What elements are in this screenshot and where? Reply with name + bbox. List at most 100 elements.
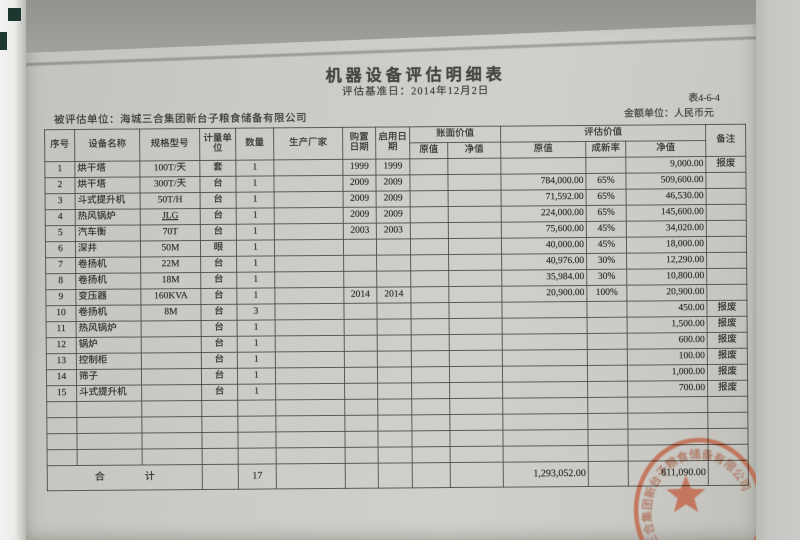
cell-qty: 1: [235, 175, 275, 193]
cell-bo: [410, 222, 449, 239]
cell-name: 锅炉: [76, 336, 142, 354]
cell-qty: 1: [236, 207, 275, 225]
cell-model: 70T: [140, 224, 201, 241]
col-qty: 数量: [235, 127, 274, 161]
cell-unit: 台: [199, 176, 237, 193]
cell-eo: 784,000.00: [500, 173, 587, 191]
cell-name: 烘干塔: [74, 160, 140, 178]
cell-sd: 2009: [376, 206, 411, 224]
cell-empty: [141, 416, 202, 433]
cell-en: 509,600.00: [625, 172, 707, 190]
cell-en: 100.00: [627, 348, 708, 366]
col-manufacturer: 生产厂家: [273, 127, 343, 160]
cell-sd: [376, 302, 412, 320]
cell-rate: 65%: [586, 189, 627, 206]
cell-unit: 台: [200, 192, 237, 209]
cell-seq: 9: [45, 289, 76, 306]
cell-unit: [202, 464, 239, 490]
cell-empty: [411, 414, 450, 431]
cell-empty: [411, 430, 451, 447]
cell-bn: [449, 350, 503, 367]
cell-note: [706, 268, 747, 285]
cell-maker: [275, 383, 345, 400]
cell-empty: [275, 399, 345, 416]
cell-name: 卷扬机: [75, 304, 142, 322]
cell-unit: 台: [200, 256, 237, 273]
col-book-original: 原值: [409, 142, 448, 159]
col-start-date: 启用日期: [375, 126, 410, 160]
cell-empty: [449, 414, 503, 431]
cell-empty: [76, 432, 143, 450]
cell-name: 斗式提升机: [75, 192, 141, 210]
cell-empty: [276, 447, 346, 464]
photo-right-edge: [756, 0, 800, 540]
cell-seq: 7: [45, 257, 76, 274]
cell-empty: [344, 431, 379, 448]
cell-name: 深井: [75, 240, 141, 258]
cell-eo: [500, 157, 586, 175]
cell-unit: 台: [201, 336, 238, 353]
total-eval-orig: 1,293,052.00: [503, 461, 589, 488]
cell-seq: 12: [46, 337, 77, 354]
cell-model: 8M: [140, 304, 202, 321]
cell-empty: [377, 414, 412, 432]
cell-empty: [502, 413, 588, 431]
cell-note: 报废: [705, 156, 746, 173]
cell-en: 700.00: [627, 380, 708, 398]
cell-en: 145,600.00: [626, 204, 707, 222]
cell-pd: [343, 271, 377, 288]
cell-sd: [378, 462, 413, 489]
col-equipment-name: 设备名称: [74, 128, 140, 162]
cell-empty: [237, 431, 277, 449]
cell-note: 报废: [706, 300, 748, 317]
cell-note: 报废: [707, 380, 748, 397]
cell-bo: [411, 366, 450, 383]
cell-en: 12,290.00: [626, 252, 707, 270]
cell-unit: 眼: [200, 240, 237, 257]
cell-pd: [344, 383, 378, 400]
total-book-orig: [412, 462, 451, 488]
cell-rate: [587, 365, 628, 382]
cell-sd: [377, 334, 412, 352]
cell-empty: [449, 430, 504, 447]
cell-rate: [585, 157, 626, 174]
cell-unit: 台: [200, 208, 237, 225]
cell-note: [705, 172, 747, 189]
cell-model: [141, 336, 202, 353]
cell-eo: [501, 301, 588, 319]
cell-unit: 台: [200, 272, 237, 289]
cell-bn: [448, 302, 503, 319]
cell-bn: [448, 222, 502, 239]
cell-bn: [449, 382, 503, 399]
cell-empty: [238, 447, 277, 465]
cell-empty: [46, 433, 78, 450]
col-model: 规格型号: [139, 128, 200, 161]
cell-qty: 1: [236, 223, 275, 241]
document-content: 机器设备评估明细表 评估基准日：2014年12月2日 表4-6-4 金额单位：人…: [25, 17, 765, 540]
cell-en: 1,500.00: [627, 316, 708, 334]
cell-note: 报废: [707, 348, 748, 365]
cell-bn: [448, 270, 502, 287]
cell-en: 450.00: [626, 300, 708, 318]
cell-bn: [448, 190, 502, 207]
cell-bo: [409, 174, 449, 191]
cell-model: 300T/天: [139, 176, 201, 193]
cell-empty: [237, 415, 276, 433]
cell-unit: 套: [199, 160, 236, 177]
col-book-net: 净值: [447, 142, 501, 159]
seal-star: [666, 475, 706, 513]
cell-name: 卷扬机: [75, 256, 141, 274]
cell-unit: 台: [201, 320, 238, 337]
cell-seq: 8: [45, 273, 76, 290]
photo-left-edge: [0, 0, 26, 540]
cell-bn: [449, 334, 503, 351]
cell-model: 100T/天: [139, 160, 200, 177]
cell-qty: 1: [236, 271, 275, 289]
cell-empty: [47, 449, 78, 466]
cell-pd: 2009: [343, 207, 377, 224]
cell-rate: 30%: [586, 253, 627, 270]
cell-empty: [377, 398, 412, 416]
cell-empty: [275, 431, 346, 448]
cell-pd: 2009: [343, 191, 377, 208]
cell-note: [706, 236, 747, 253]
